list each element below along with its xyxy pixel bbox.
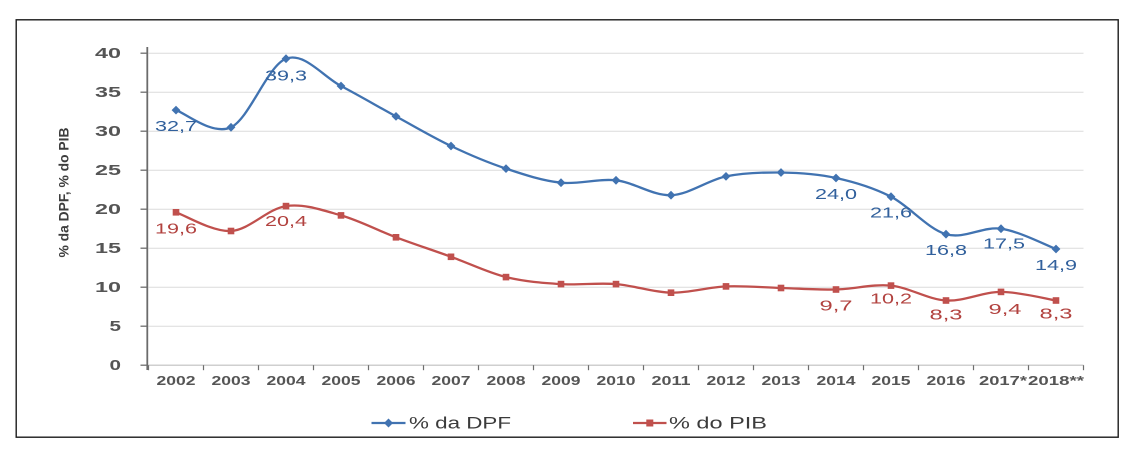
- svg-text:2013: 2013: [762, 373, 801, 388]
- svg-text:15: 15: [95, 241, 121, 257]
- svg-text:25: 25: [95, 163, 121, 179]
- svg-text:39,3: 39,3: [265, 69, 307, 85]
- svg-text:2002: 2002: [157, 373, 196, 388]
- svg-text:19,6: 19,6: [155, 221, 197, 237]
- svg-text:40: 40: [95, 46, 121, 62]
- svg-text:2015: 2015: [872, 373, 911, 388]
- svg-text:2016: 2016: [927, 373, 966, 388]
- svg-text:2005: 2005: [322, 373, 361, 388]
- svg-text:24,0: 24,0: [815, 187, 857, 203]
- svg-text:% da DPF, % do PIB: % da DPF, % do PIB: [56, 128, 72, 258]
- svg-text:14,9: 14,9: [1035, 258, 1077, 274]
- svg-text:2007: 2007: [432, 373, 471, 388]
- svg-text:21,6: 21,6: [870, 206, 912, 222]
- svg-text:% da DPF: % da DPF: [409, 415, 511, 433]
- svg-text:8,3: 8,3: [930, 308, 963, 324]
- svg-text:17,5: 17,5: [983, 237, 1025, 253]
- svg-text:% do PIB: % do PIB: [669, 415, 767, 433]
- svg-text:10,2: 10,2: [870, 292, 912, 308]
- svg-text:2017*: 2017*: [979, 373, 1028, 388]
- svg-text:30: 30: [95, 124, 121, 140]
- svg-text:20: 20: [95, 202, 121, 218]
- svg-text:32,7: 32,7: [155, 119, 197, 135]
- svg-text:5: 5: [110, 319, 122, 335]
- svg-text:9,7: 9,7: [820, 299, 853, 315]
- svg-text:2018**: 2018**: [1028, 373, 1085, 388]
- svg-text:20,4: 20,4: [265, 214, 307, 230]
- svg-text:10: 10: [95, 280, 121, 296]
- svg-text:16,8: 16,8: [925, 243, 967, 259]
- svg-text:2003: 2003: [212, 373, 251, 388]
- svg-text:0: 0: [110, 358, 122, 374]
- svg-text:2011: 2011: [652, 373, 691, 388]
- svg-text:2008: 2008: [487, 373, 526, 388]
- svg-text:2014: 2014: [817, 373, 857, 388]
- svg-text:35: 35: [95, 85, 121, 101]
- svg-text:9,4: 9,4: [989, 302, 1022, 318]
- svg-text:2012: 2012: [707, 373, 746, 388]
- svg-text:2006: 2006: [377, 373, 416, 388]
- svg-text:2004: 2004: [267, 373, 307, 388]
- svg-text:8,3: 8,3: [1040, 307, 1073, 323]
- svg-text:2010: 2010: [597, 373, 636, 388]
- svg-text:2009: 2009: [542, 373, 581, 388]
